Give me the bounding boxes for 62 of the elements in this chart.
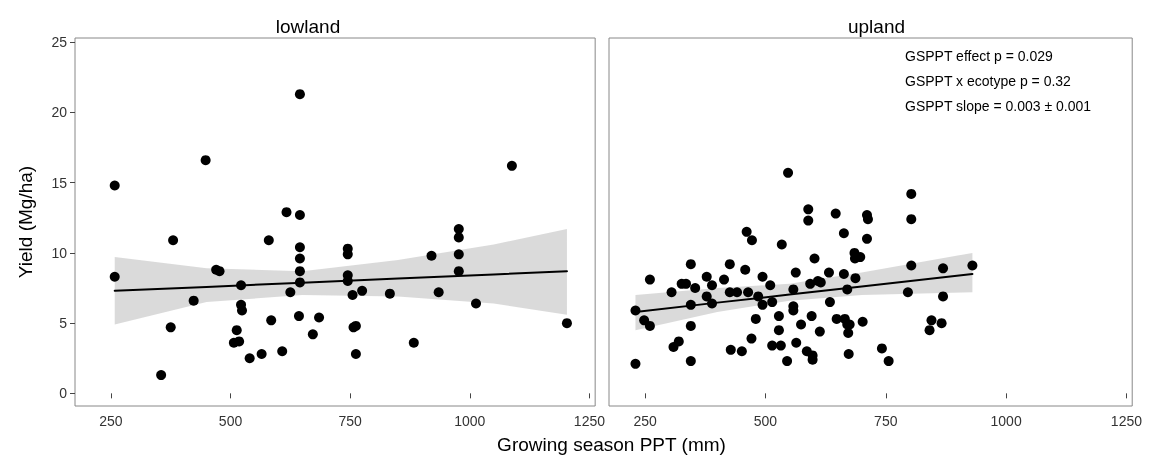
y-tick-label: 20: [51, 104, 68, 121]
point: [168, 235, 179, 246]
point: [561, 318, 572, 329]
point: [200, 155, 211, 166]
point: [453, 249, 464, 260]
x-tick-label: 500: [753, 413, 778, 429]
y-tick-label: 10: [51, 244, 68, 261]
x-tick-label: 1000: [454, 413, 486, 429]
point: [426, 250, 437, 261]
chart-title: lowland: [275, 16, 341, 37]
point: [285, 287, 296, 298]
point: [453, 232, 464, 243]
point: [281, 207, 292, 218]
point: [357, 285, 368, 296]
y-axis-title: Yield (Mg/ha): [15, 165, 36, 279]
y-tick-label: 5: [59, 315, 68, 332]
point: [109, 180, 120, 191]
point: [506, 160, 517, 171]
point: [408, 337, 419, 348]
chart-title: upland: [847, 16, 906, 37]
point: [109, 271, 120, 282]
point: [156, 370, 167, 381]
x-tick-label: 1000: [990, 413, 1022, 429]
point: [433, 287, 444, 298]
point: [237, 305, 248, 316]
point: [453, 266, 464, 277]
annotation: GSPPT x ecotype p = 0.32: [905, 73, 1072, 89]
x-tick-label: 1250: [1110, 413, 1143, 429]
x-tick-label: 250: [633, 413, 657, 429]
x-axis-title: Growing season PPT (mm): [496, 434, 727, 456]
point: [294, 242, 305, 253]
point: [256, 349, 267, 360]
x-tick-label: 1250: [573, 413, 606, 429]
y-tick-label: 25: [51, 34, 68, 51]
annotation: GSPPT slope = 0.003 ± 0.001: [905, 98, 1092, 114]
point: [266, 315, 277, 326]
point: [234, 336, 245, 347]
x-tick-label: 250: [99, 413, 123, 429]
point: [314, 312, 325, 323]
x-tick-label: 750: [874, 413, 898, 429]
point: [188, 295, 199, 306]
y-tick-label: 0: [59, 385, 68, 402]
point: [294, 209, 305, 220]
point: [277, 346, 288, 357]
point: [294, 266, 305, 277]
point: [384, 288, 395, 299]
point: [293, 311, 304, 322]
point: [165, 322, 176, 333]
point: [307, 329, 318, 340]
x-tick-label: 500: [218, 413, 243, 429]
point: [350, 349, 361, 360]
point: [244, 353, 255, 364]
point: [347, 290, 358, 301]
x-tick-label: 750: [338, 413, 363, 429]
line-series: [113, 270, 568, 292]
point: [231, 325, 242, 336]
point: [471, 298, 482, 309]
annotation: GSPPT effect p = 0.029: [905, 48, 1053, 64]
point: [294, 253, 305, 264]
point: [263, 235, 274, 246]
point: [294, 89, 305, 100]
y-tick-label: 15: [51, 174, 68, 191]
